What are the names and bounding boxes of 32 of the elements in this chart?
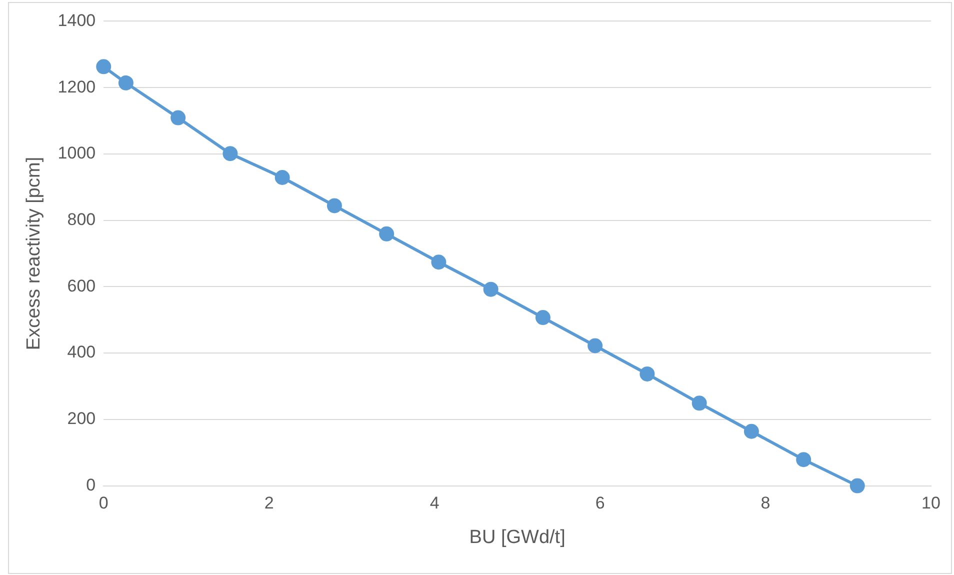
- point: [483, 282, 498, 297]
- point: [796, 452, 812, 468]
- y-tick-label: 400: [67, 342, 96, 362]
- point: [170, 110, 186, 126]
- x-tick-label: 4: [430, 494, 440, 513]
- y-tick-label: 0: [86, 475, 96, 494]
- point: [431, 254, 446, 270]
- point: [692, 396, 707, 411]
- point: [274, 170, 290, 186]
- y-tick-label: 200: [67, 409, 96, 428]
- y-axis-title: Excess reactivity [pcm]: [24, 156, 45, 350]
- x-tick-label: 10: [922, 494, 940, 513]
- point: [744, 424, 759, 439]
- x-tick-label: 6: [595, 494, 605, 513]
- x-axis-title: BU [GWd/t]: [469, 526, 566, 548]
- x-tick-label: 2: [264, 494, 274, 513]
- y-tick-label: 1400: [58, 10, 96, 30]
- y-tick-label: 600: [67, 276, 96, 296]
- point: [222, 146, 238, 162]
- point: [588, 338, 603, 354]
- point: [326, 198, 342, 214]
- point: [379, 226, 394, 242]
- point: [535, 310, 550, 326]
- point: [640, 366, 655, 382]
- point: [118, 75, 134, 90]
- y-tick-label: 1200: [58, 77, 96, 96]
- x-tick-label: 8: [760, 494, 770, 513]
- y-tick-label: 800: [67, 210, 96, 229]
- point: [96, 59, 112, 74]
- y-tick-label: 1000: [58, 144, 96, 163]
- point: [850, 478, 865, 494]
- x-tick-label: 0: [98, 494, 108, 513]
